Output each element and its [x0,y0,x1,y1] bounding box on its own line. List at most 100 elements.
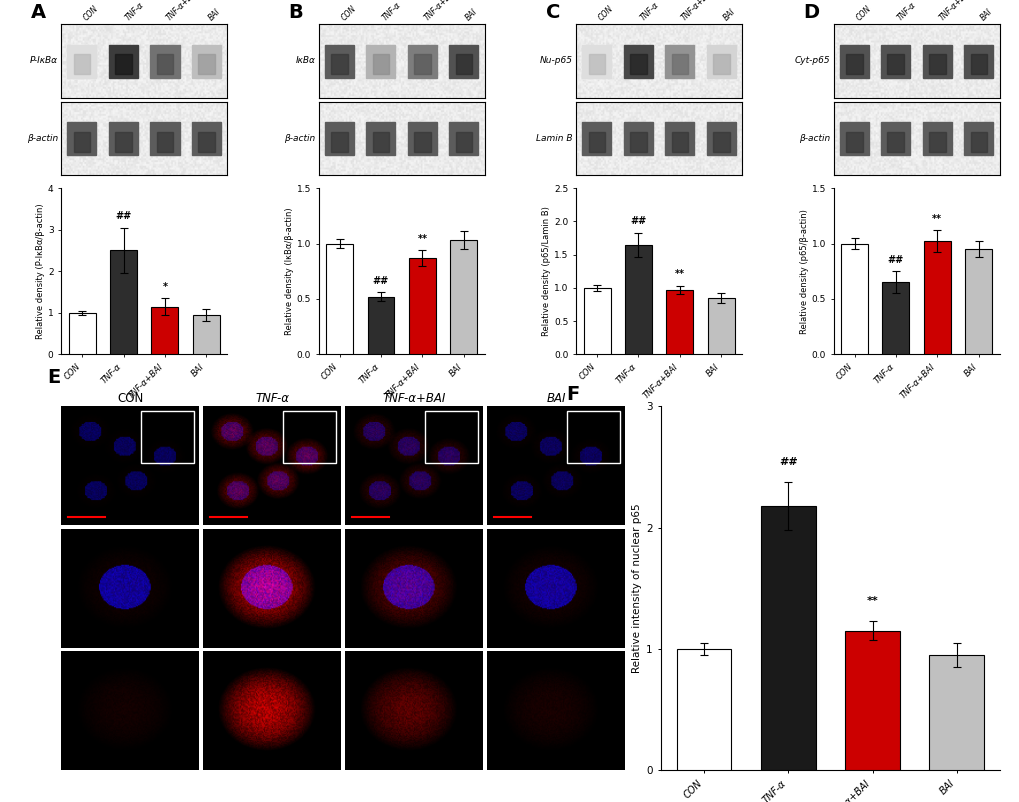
Bar [455,55,472,75]
Text: TNF-α+BAI: TNF-α+BAI [165,0,201,22]
Bar [141,411,194,464]
Bar [922,122,951,156]
Bar [414,55,430,75]
Bar [115,55,131,75]
Text: TNF-α: TNF-α [380,1,403,22]
Y-axis label: Relative density (p65/β-actin): Relative density (p65/β-actin) [799,209,808,334]
Bar [192,45,221,78]
Text: B: B [288,3,304,22]
Bar [676,649,731,770]
Text: β-actin: β-actin [26,134,58,143]
Bar [151,45,179,78]
Y-axis label: Relative density (P-IκBα/β-actin): Relative density (P-IκBα/β-actin) [36,204,45,339]
Bar [588,55,604,75]
Bar [157,55,173,75]
Text: **: ** [931,213,942,224]
Text: ##: ## [630,216,646,226]
Bar [928,55,945,75]
Bar [630,132,646,152]
Text: TNF-α: TNF-α [638,1,659,22]
Bar [760,506,815,770]
Text: **: ** [675,269,684,279]
Text: IκBα: IκBα [296,56,315,66]
Bar [68,313,96,354]
Bar [408,122,436,156]
Text: TNF-α: TNF-α [895,1,917,22]
Title: TNF-α: TNF-α [255,392,288,405]
Text: BAI: BAI [720,7,736,22]
Bar [151,122,179,156]
Text: β-actin: β-actin [798,134,829,143]
Bar [193,315,219,354]
Title: TNF-α+BAI: TNF-α+BAI [382,392,445,405]
Text: E: E [47,368,60,387]
Text: C: C [545,3,560,22]
Bar [970,132,986,152]
Bar [664,122,694,156]
Bar [712,55,729,75]
Bar [331,55,347,75]
Bar [326,244,353,354]
Bar [331,132,347,152]
Bar [922,45,951,78]
Text: CON: CON [854,4,872,22]
Bar [366,122,395,156]
Text: P-IκBα: P-IκBα [30,56,58,66]
Bar [845,132,862,152]
Bar [324,45,354,78]
Bar [109,45,138,78]
Bar [845,630,899,770]
Bar [880,45,909,78]
Bar [449,122,478,156]
Bar [671,55,688,75]
Bar [582,45,610,78]
Bar [583,288,610,354]
Text: A: A [32,3,47,22]
Text: Nu-p65: Nu-p65 [539,56,573,66]
Text: Lamin B: Lamin B [536,134,573,143]
Bar [880,122,909,156]
Bar [625,245,651,354]
Text: CON: CON [82,4,100,22]
Bar [324,122,354,156]
Bar [73,132,90,152]
Bar [198,132,215,152]
Text: TNF-α+BAI: TNF-α+BAI [936,0,972,22]
Bar [671,132,688,152]
Title: CON: CON [117,392,143,405]
Bar [839,122,868,156]
Bar [928,132,945,152]
Bar [414,132,430,152]
Text: BAI: BAI [978,7,994,22]
Bar [110,250,137,354]
Bar [408,45,436,78]
Bar [409,258,435,354]
Text: ##: ## [373,276,388,286]
Text: **: ** [417,233,427,244]
Bar [372,55,389,75]
Text: BAI: BAI [206,7,222,22]
Bar [198,55,215,75]
Bar [283,411,335,464]
Bar [928,655,983,770]
Bar [449,240,477,354]
Bar [881,282,908,354]
Bar [115,132,131,152]
Title: BAI: BAI [546,392,566,405]
Text: TNF-α+BAI: TNF-α+BAI [422,0,458,22]
Bar [707,298,734,354]
Bar [665,290,693,354]
Bar [67,122,97,156]
Bar [964,249,991,354]
Text: Cyt-p65: Cyt-p65 [794,56,829,66]
Text: TNF-α: TNF-α [123,1,146,22]
Bar [923,241,950,354]
Bar [630,55,646,75]
Bar [157,132,173,152]
Text: F: F [566,385,579,403]
Bar [887,132,903,152]
Bar [841,244,867,354]
Text: BAI: BAI [464,7,479,22]
Y-axis label: Relative intensity of nuclear p65: Relative intensity of nuclear p65 [632,504,642,673]
Bar [366,45,395,78]
